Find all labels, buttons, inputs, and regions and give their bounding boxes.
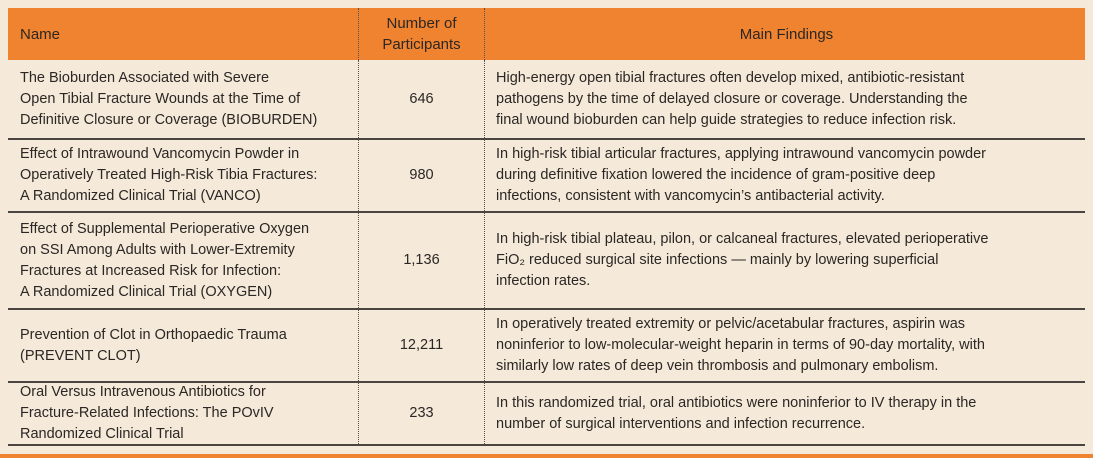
- column-header-participants: Number of Participants: [358, 8, 485, 60]
- main-findings-cell: High-energy open tibial fractures often …: [496, 69, 968, 128]
- table-row: Oral Versus Intravenous Antibiotics for …: [8, 383, 1085, 446]
- trial-name-cell: Effect of Intrawound Vancomycin Powder i…: [20, 146, 318, 204]
- trial-name-cell: Prevention of Clot in Orthopaedic Trauma…: [20, 326, 287, 364]
- participants-count-cell: 980: [358, 140, 485, 211]
- main-findings-cell: In high-risk tibial plateau, pilon, or c…: [496, 231, 989, 289]
- trial-name-cell: The Bioburden Associated with Severe Ope…: [20, 69, 318, 128]
- participants-count-cell: 1,136: [358, 213, 485, 308]
- participants-count-cell: 12,211: [358, 310, 485, 381]
- table-header-row: Name Number of Participants Main Finding…: [8, 8, 1085, 60]
- column-header-main-findings: Main Findings: [739, 25, 834, 43]
- participants-count-cell: 646: [358, 60, 485, 138]
- table-body: The Bioburden Associated with Severe Ope…: [8, 60, 1085, 446]
- column-header-name: Name: [20, 25, 61, 43]
- table-row: The Bioburden Associated with Severe Ope…: [8, 60, 1085, 140]
- trial-name-cell: Oral Versus Intravenous Antibiotics for …: [20, 384, 274, 442]
- table-row: Effect of Supplemental Perioperative Oxy…: [8, 213, 1085, 310]
- clinical-trials-table: Name Number of Participants Main Finding…: [8, 8, 1085, 446]
- participants-count-cell: 233: [358, 383, 485, 444]
- main-findings-cell: In operatively treated extremity or pelv…: [496, 316, 985, 374]
- main-findings-cell: In this randomized trial, oral antibioti…: [496, 394, 977, 432]
- table-row: Prevention of Clot in Orthopaedic Trauma…: [8, 310, 1085, 383]
- main-findings-cell: In high-risk tibial articular fractures,…: [496, 146, 987, 204]
- table-row: Effect of Intrawound Vancomycin Powder i…: [8, 140, 1085, 213]
- trial-name-cell: Effect of Supplemental Perioperative Oxy…: [20, 220, 310, 300]
